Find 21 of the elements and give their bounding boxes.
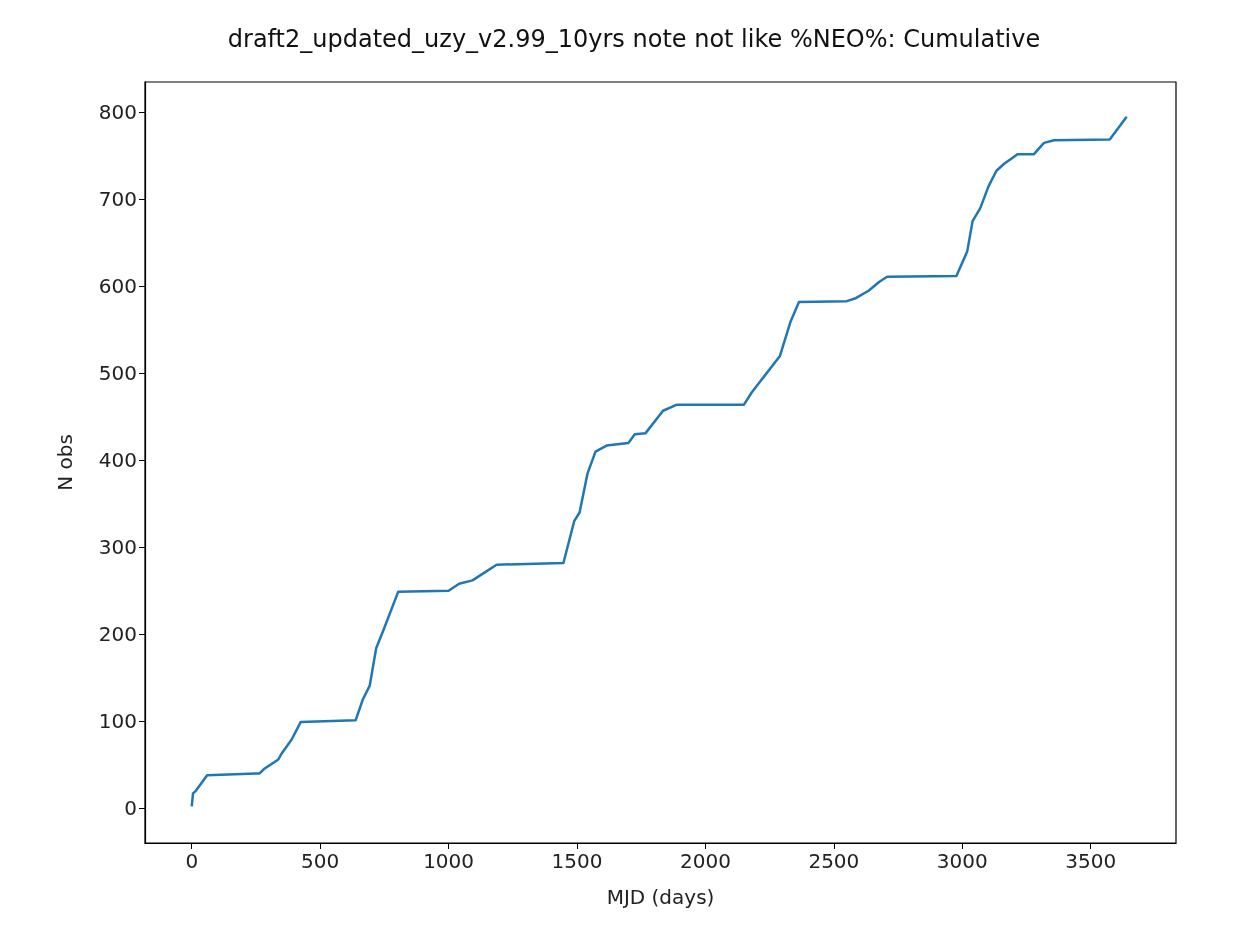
x-tick-label: 1500 [551, 849, 603, 873]
x-tick-label: 2000 [680, 849, 731, 873]
y-tick-label: 700 [98, 187, 137, 212]
chart-title: draft2_updated_uzy_v2.99_10yrs note not like %NEO%: Cumulative [227, 25, 1041, 53]
x-tick-label: 1000 [423, 849, 475, 873]
y-tick-label: 600 [98, 274, 137, 299]
x-tick-label: 3000 [936, 849, 988, 873]
x-axis-title: MJD (days) [606, 885, 715, 909]
y-tick-label: 0 [124, 796, 137, 821]
x-tick-label: 3500 [1065, 849, 1117, 873]
line-series [190, 115, 1128, 808]
x-tick-label: 0 [185, 849, 199, 873]
y-tick-label: 400 [98, 448, 137, 473]
y-tick-label: 800 [98, 100, 137, 125]
y-axis-title: N obs [53, 434, 77, 491]
x-tick-label: 500 [301, 849, 340, 873]
y-tick-label: 300 [98, 535, 137, 560]
y-tick-label: 100 [98, 709, 137, 734]
x-tick-label: 2500 [808, 849, 860, 873]
y-tick-label: 200 [98, 622, 137, 647]
y-tick-label: 500 [98, 361, 137, 386]
